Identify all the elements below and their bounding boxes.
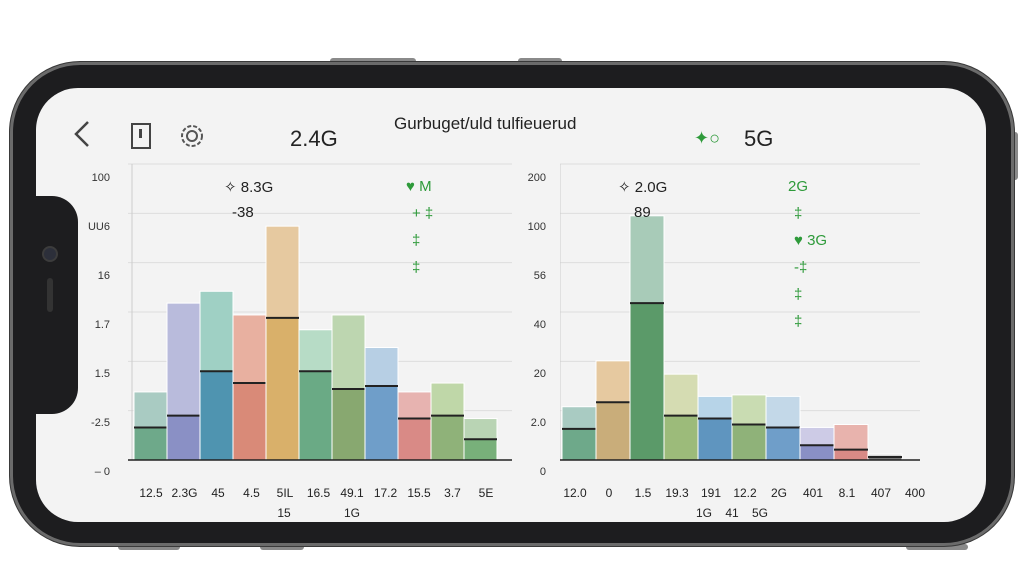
- x-sub-label: 1G: [695, 506, 712, 520]
- bar-front-6: [298, 370, 333, 461]
- bar-front-8: [364, 385, 399, 461]
- bar-front-11: [463, 438, 498, 461]
- x-tick-label: 401: [802, 486, 824, 500]
- x-tick-label: 191: [700, 486, 722, 500]
- x-sub-label: 1G: [343, 506, 360, 520]
- phone-icon[interactable]: [130, 122, 152, 155]
- right-legend-primary: ✧ 2.0G: [618, 179, 668, 196]
- bar-front-7: [765, 426, 801, 461]
- x-sub-label: 5G: [751, 506, 768, 520]
- band-right-marker: ✦○: [694, 128, 720, 148]
- phone-top-button: [330, 58, 416, 64]
- legend-secondary-item: ♥ 3G: [794, 232, 828, 249]
- bar-front-4: [232, 382, 267, 461]
- bar-front-9: [833, 449, 869, 461]
- bar-front-3: [629, 302, 665, 461]
- page-title: Gurbuget/uld tulfieuerud: [394, 114, 577, 133]
- bar-front-1: [561, 428, 597, 461]
- back-icon[interactable]: [70, 118, 94, 155]
- bar-front-2: [595, 401, 631, 461]
- phone-bottom-button: [118, 544, 180, 550]
- x-tick-label: 16.5: [306, 486, 331, 500]
- bar-front-4: [663, 415, 699, 461]
- x-tick-label: 3.7: [444, 486, 461, 500]
- y-tick-label: 1.7: [94, 319, 110, 331]
- legend-secondary-item: ‡: [794, 205, 803, 222]
- x-tick-label: 5E: [478, 486, 494, 500]
- phone-screen: 2.4G Gurbuget/uld tulfieuerud ✦○ 5G 100 U…: [36, 88, 986, 522]
- bar-front-10: [430, 415, 465, 461]
- x-tick-label: 15.5: [407, 486, 431, 500]
- x-tick-label: 12.0: [563, 486, 587, 500]
- phone-top-button-2: [518, 58, 562, 64]
- x-tick-label: 12.5: [139, 486, 163, 500]
- left-legend-primary: ✧ 8.3G: [224, 179, 274, 196]
- x-tick-label: 5IL: [276, 486, 294, 500]
- bar-front-2: [166, 415, 201, 461]
- legend-secondary-item: ♥ M: [406, 178, 432, 195]
- x-tick-label: 12.2: [733, 486, 757, 500]
- speaker-grill: [47, 278, 53, 312]
- legend-secondary-item: -‡: [794, 259, 808, 276]
- phone-bottom-button-3: [906, 544, 968, 550]
- x-tick-label: 407: [870, 486, 892, 500]
- legend-secondary-item: + ‡: [412, 205, 434, 222]
- right-bar-chart: [560, 163, 920, 461]
- front-camera: [44, 248, 56, 260]
- y-tick-label: 40: [533, 319, 546, 331]
- settings-icon[interactable]: [176, 120, 208, 157]
- x-tick-label: 19.3: [665, 486, 689, 500]
- y-tick-label: -2.5: [91, 417, 110, 429]
- phone-side-button: [1012, 132, 1018, 180]
- y-tick-label: 200: [527, 172, 546, 184]
- y-tick-label: 20: [533, 368, 546, 380]
- phone-notch: [14, 196, 78, 414]
- bar-front-3: [199, 370, 234, 461]
- left-bar-chart: [128, 163, 512, 461]
- bar-front-7: [331, 388, 366, 461]
- phone-bottom-button-2: [260, 544, 304, 550]
- x-tick-label: 17.2: [373, 486, 398, 500]
- y-tick-label: 56: [533, 270, 546, 282]
- x-tick-label: 2.3G: [171, 486, 198, 500]
- legend-secondary-item: ‡: [794, 313, 803, 330]
- legend-secondary-item: ‡: [412, 232, 421, 249]
- x-tick-label: 2G: [770, 486, 787, 500]
- band-right-label: 5G: [744, 126, 774, 151]
- legend-secondary-item: 2G: [788, 178, 809, 195]
- right-legend-value: 89: [634, 204, 651, 221]
- x-tick-label: 400: [904, 486, 926, 500]
- x-tick-label: 49.1: [340, 486, 364, 500]
- left-legend-value: -38: [232, 204, 254, 221]
- legend-secondary-item: ‡: [794, 286, 803, 303]
- x-sub-label: 15: [277, 506, 291, 520]
- bar-front-6: [731, 423, 767, 461]
- band-left-label: 2.4G: [290, 126, 338, 151]
- bar-front-8: [799, 444, 835, 461]
- y-tick-label: 100: [91, 172, 110, 184]
- y-tick-label: UU6: [87, 221, 110, 233]
- x-sub-label: 41: [725, 506, 739, 520]
- y-tick-label: 100: [527, 221, 546, 233]
- bar-front-5: [697, 418, 733, 461]
- y-tick-label: 1.5: [94, 368, 110, 380]
- x-tick-label: 1.5: [634, 486, 652, 500]
- y-tick-label: 16: [97, 270, 110, 282]
- y-tick-label: 0: [539, 466, 546, 478]
- bar-front-5: [265, 317, 300, 461]
- legend-secondary-item: ‡: [412, 259, 421, 276]
- bar-front-9: [397, 418, 432, 461]
- x-tick-label: 0: [605, 486, 613, 500]
- y-tick-label: – 0: [94, 466, 110, 478]
- bar-front-1: [133, 426, 168, 461]
- x-tick-label: 8.1: [838, 486, 856, 500]
- x-tick-label: 45: [211, 486, 225, 500]
- x-tick-label: 4.5: [243, 486, 260, 500]
- y-tick-label: 2.0: [530, 417, 546, 429]
